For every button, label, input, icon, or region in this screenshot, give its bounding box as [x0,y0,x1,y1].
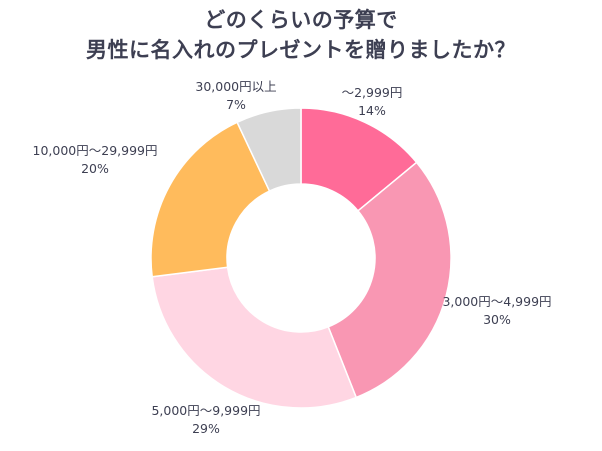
slice-percent-0: 14% [358,103,386,118]
slice-percent-1: 30% [483,312,511,327]
slice-label-2: 5,000円～9,999円 [151,403,260,418]
slice-percent-3: 20% [81,161,109,176]
donut-slice-2 [151,266,358,409]
donut-slice-1 [327,161,452,399]
slice-label-0: ～2,999円 [342,85,403,100]
donut-slice-4 [236,107,302,193]
slice-percent-2: 29% [192,421,220,436]
chart-title-line-1: どのくらいの予算で [204,8,398,32]
slice-label-3: 10,000円～29,999円 [33,143,158,158]
chart-title-line-2: 男性に名入れのプレゼントを贈りましたか？ [86,38,516,62]
donut-slice-3 [150,121,271,278]
slice-label-4: 30,000円以上 [195,79,276,94]
slice-percent-4: 7% [226,97,246,112]
slice-label-1: 3,000円～4,999円 [442,294,551,309]
